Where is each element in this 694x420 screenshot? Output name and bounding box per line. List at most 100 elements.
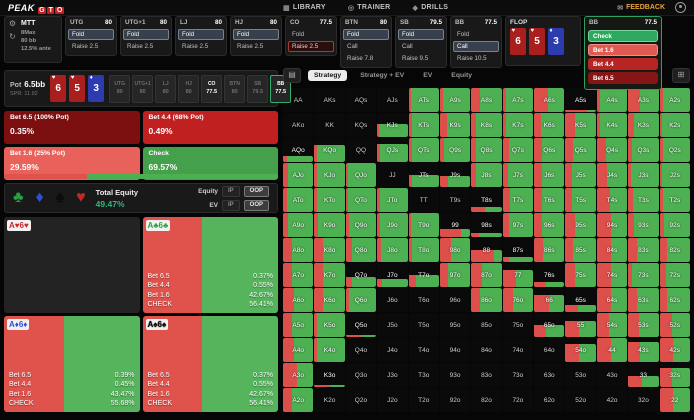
matrix-cell-K9s[interactable]: K9s xyxy=(439,113,471,137)
ev-ip-button[interactable]: IP xyxy=(221,199,240,211)
matrix-cell-A5o[interactable]: A5o xyxy=(283,313,314,337)
combo-panel-Ah6h[interactable]: A♥6♥ xyxy=(4,217,140,313)
matrix-cell-J2o[interactable]: J2o xyxy=(377,388,408,412)
seat-utgplus1[interactable]: UTG+1 80 xyxy=(132,74,154,103)
matrix-cell-Q8o[interactable]: Q8o xyxy=(345,238,377,262)
matrix-cell-74o[interactable]: 74o xyxy=(502,338,534,362)
seat-sb[interactable]: SB 79.5 xyxy=(247,74,269,103)
matrix-cell-65o[interactable]: 65o xyxy=(534,313,565,337)
matrix-cell-83s[interactable]: 83s xyxy=(628,238,659,262)
matrix-tab-ev[interactable]: EV xyxy=(423,71,433,79)
action-bb-call[interactable]: Call xyxy=(453,41,499,52)
matrix-cell-K9o[interactable]: K9o xyxy=(314,213,345,237)
matrix-cell-QJo[interactable]: QJo xyxy=(345,163,377,187)
matrix-cell-JTs[interactable]: JTs xyxy=(408,163,439,187)
matrix-cell-T9s[interactable]: T9s xyxy=(439,188,471,212)
matrix-cell-T7s[interactable]: T7s xyxy=(502,188,534,212)
seat-btn[interactable]: BTN 80 xyxy=(224,74,246,103)
refresh-icon[interactable]: ↻ xyxy=(9,32,16,41)
matrix-cell-QQ[interactable]: QQ xyxy=(345,138,377,162)
matrix-cell-43o[interactable]: 43o xyxy=(596,363,628,387)
matrix-cell-84s[interactable]: 84s xyxy=(596,238,628,262)
matrix-cell-54s[interactable]: 54s xyxy=(596,313,628,337)
matrix-cell-T7o[interactable]: T7o xyxy=(408,263,439,287)
matrix-cell-T5s[interactable]: T5s xyxy=(565,188,596,212)
matrix-cell-A3o[interactable]: A3o xyxy=(283,363,314,387)
action-utgplus1-fold[interactable]: Fold xyxy=(123,29,169,40)
matrix-cell-KJo[interactable]: KJo xyxy=(314,163,345,187)
matrix-cell-A9o[interactable]: A9o xyxy=(283,213,314,237)
matrix-cell-K2o[interactable]: K2o xyxy=(314,388,345,412)
matrix-cell-K5o[interactable]: K5o xyxy=(314,313,345,337)
combo-panel-Ac6c[interactable]: A♣6♣ Bet 6.5 0.37% Bet 4.4 0.55% Bet 1.6 42.67… xyxy=(142,217,278,313)
matrix-cell-92s[interactable]: 92s xyxy=(659,213,690,237)
matrix-cell-94o[interactable]: 94o xyxy=(439,338,471,362)
matrix-cell-J5o[interactable]: J5o xyxy=(377,313,408,337)
matrix-cell-83o[interactable]: 83o xyxy=(471,363,502,387)
matrix-cell-72o[interactable]: 72o xyxy=(502,388,534,412)
matrix-cell-KK[interactable]: KK xyxy=(314,113,345,137)
matrix-cell-75o[interactable]: 75o xyxy=(502,313,534,337)
matrix-cell-T8s[interactable]: T8s xyxy=(471,188,502,212)
matrix-cell-54o[interactable]: 54o xyxy=(565,338,596,362)
action-utg-raise-2-5[interactable]: Raise 2.5 xyxy=(72,43,99,50)
matrix-cell-J7s[interactable]: J7s xyxy=(502,163,534,187)
action-btn-fold[interactable]: Fold xyxy=(343,29,389,40)
matrix-cell-K4o[interactable]: K4o xyxy=(314,338,345,362)
seat-hj[interactable]: HJ 80 xyxy=(178,74,200,103)
matrix-cell-88[interactable]: 88 xyxy=(471,238,502,262)
matrix-tab-strategy[interactable]: Strategy xyxy=(308,69,348,81)
matrix-cell-ATs[interactable]: ATs xyxy=(408,88,439,112)
matrix-cell-A4s[interactable]: A4s xyxy=(596,88,628,112)
matrix-cell-AQs[interactable]: AQs xyxy=(345,88,377,112)
matrix-cell-A5s[interactable]: A5s xyxy=(565,88,596,112)
matrix-cell-Q4o[interactable]: Q4o xyxy=(345,338,377,362)
suit-filter-s-icon[interactable]: ♠ xyxy=(55,189,65,206)
matrix-cell-96s[interactable]: 96s xyxy=(534,213,565,237)
action-co-fold[interactable]: Fold xyxy=(292,31,305,38)
matrix-cell-82o[interactable]: 82o xyxy=(471,388,502,412)
matrix-cell-98o[interactable]: 98o xyxy=(439,238,471,262)
matrix-cell-T2o[interactable]: T2o xyxy=(408,388,439,412)
matrix-cell-K5s[interactable]: K5s xyxy=(565,113,596,137)
matrix-cell-A2o[interactable]: A2o xyxy=(283,388,314,412)
matrix-cell-A8o[interactable]: A8o xyxy=(283,238,314,262)
matrix-cell-Q8s[interactable]: Q8s xyxy=(471,138,502,162)
matrix-cell-42s[interactable]: 42s xyxy=(659,338,690,362)
ev-oop-button[interactable]: OOP xyxy=(243,199,269,211)
matrix-cell-A7s[interactable]: A7s xyxy=(502,88,534,112)
action-hj-raise-2-5[interactable]: Raise 2.5 xyxy=(237,43,264,50)
matrix-cell-86s[interactable]: 86s xyxy=(534,238,565,262)
matrix-cell-T3s[interactable]: T3s xyxy=(628,188,659,212)
action-btn-raise-7-8[interactable]: Raise 7.8 xyxy=(347,55,374,62)
matrix-cell-Q4s[interactable]: Q4s xyxy=(596,138,628,162)
matrix-cell-T4o[interactable]: T4o xyxy=(408,338,439,362)
matrix-cell-J6o[interactable]: J6o xyxy=(377,288,408,312)
matrix-cell-Q3o[interactable]: Q3o xyxy=(345,363,377,387)
matrix-tab-equity[interactable]: Equity xyxy=(451,71,473,79)
matrix-cell-52s[interactable]: 52s xyxy=(659,313,690,337)
current-action-bet-6-5[interactable]: Bet 6.5 xyxy=(588,72,658,84)
matrix-cell-Q7s[interactable]: Q7s xyxy=(502,138,534,162)
matrix-cell-93s[interactable]: 93s xyxy=(628,213,659,237)
matrix-cell-95o[interactable]: 95o xyxy=(439,313,471,337)
matrix-cell-J3o[interactable]: J3o xyxy=(377,363,408,387)
equity-oop-button[interactable]: OOP xyxy=(243,185,269,197)
matrix-cell-KTo[interactable]: KTo xyxy=(314,188,345,212)
matrix-cell-KQs[interactable]: KQs xyxy=(345,113,377,137)
combo-panel-As6s[interactable]: A♠6♠ Bet 6.5 0.37% Bet 4.4 0.55% Bet 1.6 42.67… xyxy=(142,316,278,412)
matrix-cell-J4s[interactable]: J4s xyxy=(596,163,628,187)
action-co-raise-2-5[interactable]: Raise 2.5 xyxy=(288,41,334,52)
matrix-cell-98s[interactable]: 98s xyxy=(471,213,502,237)
action-utg-fold[interactable]: Fold xyxy=(68,29,114,40)
matrix-cell-77[interactable]: 77 xyxy=(502,263,534,287)
matrix-cell-T8o[interactable]: T8o xyxy=(408,238,439,262)
current-action-bet-1-6[interactable]: Bet 1.6 xyxy=(588,44,658,56)
matrix-cell-A9s[interactable]: A9s xyxy=(439,88,471,112)
matrix-cell-K7o[interactable]: K7o xyxy=(314,263,345,287)
matrix-layout-icon[interactable]: ▤ xyxy=(283,67,301,83)
matrix-cell-TT[interactable]: TT xyxy=(408,188,439,212)
matrix-cell-Q7o[interactable]: Q7o xyxy=(345,263,377,287)
matrix-cell-95s[interactable]: 95s xyxy=(565,213,596,237)
matrix-cell-44[interactable]: 44 xyxy=(596,338,628,362)
